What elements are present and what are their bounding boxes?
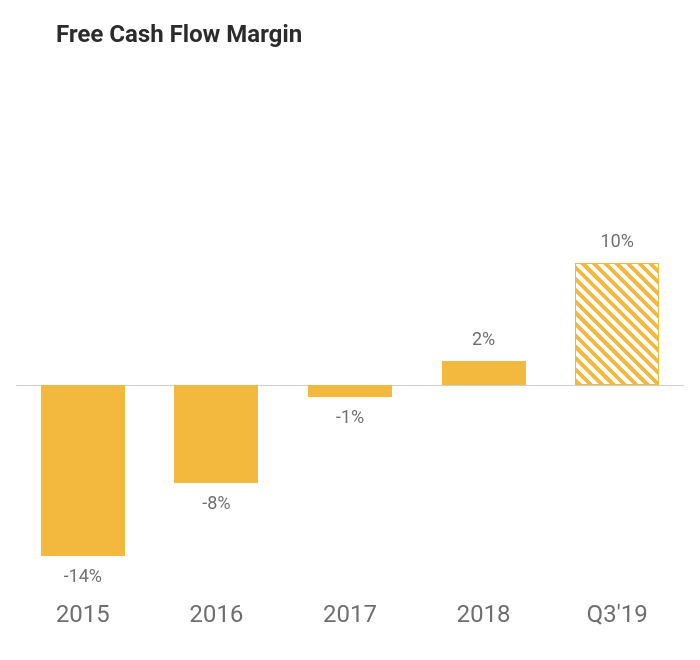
bar	[575, 263, 659, 385]
x-tick: 2017	[283, 600, 417, 628]
x-axis: 2015201620172018Q3'19	[16, 600, 684, 628]
x-tick: 2016	[150, 600, 284, 628]
bar	[174, 385, 258, 483]
value-label: 2%	[472, 329, 495, 350]
x-tick: 2015	[16, 600, 150, 628]
bar	[41, 385, 125, 556]
x-tick: 2018	[417, 600, 551, 628]
value-label: -14%	[64, 566, 102, 587]
x-tick: Q3'19	[550, 600, 684, 628]
value-label: 10%	[600, 231, 633, 252]
plot-area: -14%-8%-1%2%10%	[16, 100, 684, 530]
bar	[442, 361, 526, 385]
value-label: -1%	[336, 407, 364, 428]
bar	[308, 385, 392, 397]
chart-container: Free Cash Flow Margin -14% -8% -1% 2% 10% 20…	[0, 0, 700, 660]
chart-title: Free Cash Flow Margin	[56, 20, 302, 48]
value-label: -8%	[202, 493, 230, 514]
